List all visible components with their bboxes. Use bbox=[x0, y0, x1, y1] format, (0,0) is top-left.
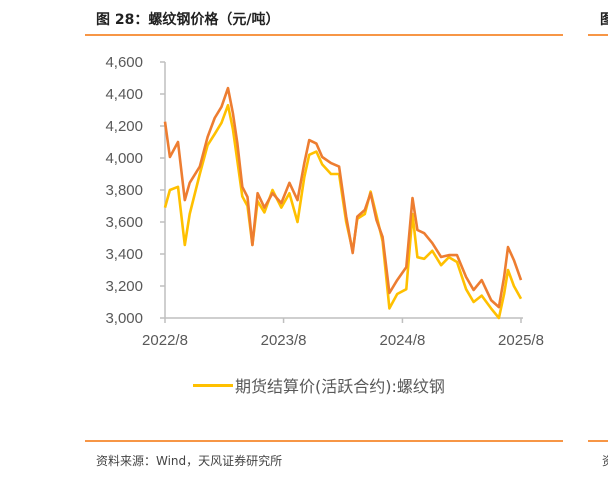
x-tick-label: 2023/8 bbox=[261, 332, 307, 349]
x-tick-label: 2025/8 bbox=[498, 332, 544, 349]
x-tick-label: 2022/8 bbox=[142, 332, 188, 349]
y-tick-label: 3,000 bbox=[105, 310, 143, 327]
legend: 期货结算价(活跃合约):螺纹钢 bbox=[193, 373, 445, 397]
legend-swatch-futures bbox=[193, 383, 233, 387]
series-line-second bbox=[163, 86, 523, 309]
source-note: 资料来源：Wind，天风证券研究所 bbox=[96, 454, 283, 468]
series-line-futures bbox=[163, 103, 523, 320]
y-tick-label: 3,800 bbox=[105, 182, 143, 199]
title-rule bbox=[85, 34, 563, 36]
next-title-rule bbox=[588, 34, 608, 36]
y-tick-label: 4,200 bbox=[105, 118, 143, 135]
x-tick-label: 2024/8 bbox=[379, 332, 425, 349]
next-figure-title-fragment: 图 bbox=[600, 12, 608, 28]
y-tick-label: 3,600 bbox=[105, 214, 143, 231]
y-tick-label: 4,400 bbox=[105, 86, 143, 103]
steel-price-chart: 3,000 3,200 3,400 3,600 3,800 4,000 4,200 4,400… bbox=[105, 54, 544, 349]
legend-label-futures: 期货结算价(活跃合约):螺纹钢 bbox=[235, 377, 445, 396]
y-tick-label: 4,000 bbox=[105, 150, 143, 167]
next-source-fragment: 资 bbox=[602, 452, 608, 469]
next-source-rule bbox=[588, 440, 608, 442]
source-rule bbox=[85, 440, 563, 442]
y-tick-label: 3,400 bbox=[105, 246, 143, 263]
y-tick-label: 4,600 bbox=[105, 54, 143, 71]
figure-title: 图 28：螺纹钢价格（元/吨） bbox=[96, 12, 280, 28]
y-tick-label: 3,200 bbox=[105, 278, 143, 295]
